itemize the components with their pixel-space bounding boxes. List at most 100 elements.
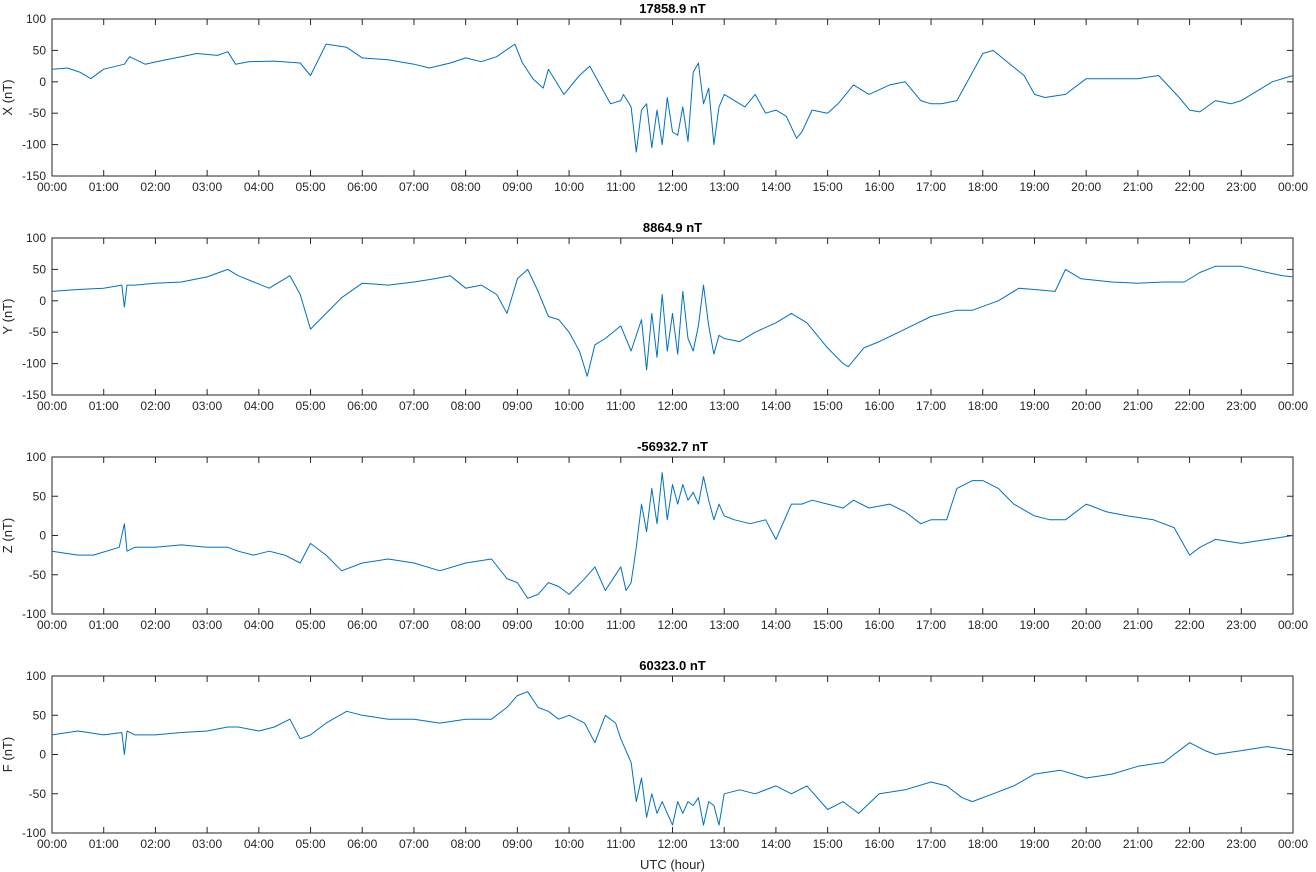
x-tick-label: 17:00: [916, 618, 946, 632]
x-tick-label: 04:00: [244, 180, 274, 194]
x-tick-label: 01:00: [89, 837, 119, 851]
x-tick-label: 22:00: [1175, 180, 1205, 194]
x-tick-label: 12:00: [657, 618, 687, 632]
x-tick-label: 08:00: [451, 618, 481, 632]
x-tick-label: 09:00: [502, 399, 532, 413]
x-tick-label: 15:00: [813, 618, 843, 632]
series-line-0: [51, 43, 1294, 153]
x-tick-label: 12:00: [657, 180, 687, 194]
y-tick-label: -50: [29, 325, 47, 339]
x-tick-label: 07:00: [399, 837, 429, 851]
x-tick-label: 22:00: [1175, 618, 1205, 632]
x-tick-label: 16:00: [864, 399, 894, 413]
series-line-0: [51, 265, 1294, 377]
y-tick-label: 50: [33, 708, 47, 722]
x-tick-label: 03:00: [192, 837, 222, 851]
y-axis-label: Z (nT): [0, 518, 15, 553]
x-tick-label: 18:00: [968, 399, 998, 413]
x-tick-label: 10:00: [554, 180, 584, 194]
x-tick-label: 20:00: [1071, 837, 1101, 851]
x-tick-label: 20:00: [1071, 618, 1101, 632]
x-tick-label: 18:00: [968, 837, 998, 851]
y-tick-label: -100: [22, 357, 46, 371]
x-tick-label: 06:00: [347, 618, 377, 632]
x-tick-label: 21:00: [1123, 618, 1153, 632]
x-tick-label: 06:00: [347, 180, 377, 194]
x-tick-label: 11:00: [606, 399, 635, 413]
x-tick-label: 09:00: [502, 837, 532, 851]
x-tick-label: 03:00: [192, 618, 222, 632]
series-line-0: [51, 472, 1294, 599]
x-tick-label: 08:00: [451, 837, 481, 851]
chart-title: -56932.7 nT: [637, 439, 708, 454]
chart-title: 60323.0 nT: [639, 658, 706, 673]
x-tick-label: 02:00: [140, 180, 170, 194]
y-tick-label: 50: [33, 489, 47, 503]
y-tick-label: 0: [39, 294, 46, 308]
x-tick-label: 12:00: [657, 837, 687, 851]
x-tick-label: 04:00: [244, 618, 274, 632]
x-tick-label: 20:00: [1071, 180, 1101, 194]
x-tick-label: 04:00: [244, 399, 274, 413]
x-tick-label: 09:00: [502, 180, 532, 194]
x-tick-label: 00:00: [37, 399, 67, 413]
x-tick-label: 13:00: [709, 618, 739, 632]
x-tick-label: 19:00: [1019, 837, 1049, 851]
y-tick-label: -50: [29, 787, 47, 801]
y-tick-label: 100: [26, 231, 46, 245]
x-tick-label: 18:00: [968, 180, 998, 194]
y-axis-label: Y (nT): [0, 299, 15, 335]
x-tick-label: 07:00: [399, 618, 429, 632]
x-tick-label: 15:00: [813, 399, 843, 413]
x-tick-label: 07:00: [399, 399, 429, 413]
x-tick-label: 17:00: [916, 837, 946, 851]
x-axis-label: UTC (hour): [640, 857, 705, 872]
x-tick-label: 12:00: [657, 399, 687, 413]
x-tick-label: 05:00: [296, 618, 326, 632]
plot-area-frame: [51, 18, 1294, 177]
x-tick-label: 18:00: [968, 618, 998, 632]
y-tick-label: -100: [22, 138, 46, 152]
y-tick-label: 100: [26, 669, 46, 683]
x-tick-label: 00:00: [37, 618, 67, 632]
y-tick-label: 0: [39, 748, 46, 762]
x-tick-label: 10:00: [554, 399, 584, 413]
x-tick-label: 13:00: [709, 837, 739, 851]
x-tick-label: 14:00: [761, 618, 791, 632]
x-tick-label: 08:00: [451, 399, 481, 413]
y-tick-label: 0: [39, 75, 46, 89]
y-tick-label: 100: [26, 450, 46, 464]
x-tick-label: 00:00: [37, 180, 67, 194]
chart-title: 17858.9 nT: [639, 1, 706, 16]
x-tick-label: 01:00: [89, 618, 119, 632]
x-tick-label: 00:00: [1278, 618, 1308, 632]
y-tick-label: 50: [33, 262, 47, 276]
y-tick-label: -150: [22, 388, 46, 402]
x-tick-label: 14:00: [761, 399, 791, 413]
x-tick-label: 22:00: [1175, 837, 1205, 851]
x-tick-label: 16:00: [864, 618, 894, 632]
x-tick-label: 19:00: [1019, 618, 1049, 632]
x-tick-label: 00:00: [1278, 399, 1308, 413]
x-tick-label: 02:00: [140, 399, 170, 413]
x-tick-label: 23:00: [1226, 618, 1256, 632]
y-tick-label: -50: [29, 106, 47, 120]
x-tick-label: 01:00: [89, 399, 119, 413]
x-tick-label: 21:00: [1123, 180, 1153, 194]
x-tick-label: 22:00: [1175, 399, 1205, 413]
x-tick-label: 05:00: [296, 837, 326, 851]
series-line-0: [51, 691, 1294, 826]
x-tick-label: 05:00: [296, 399, 326, 413]
x-tick-label: 16:00: [864, 180, 894, 194]
x-tick-label: 09:00: [502, 618, 532, 632]
y-tick-label: 0: [39, 529, 46, 543]
chart-title: 8864.9 nT: [643, 220, 702, 235]
x-tick-label: 20:00: [1071, 399, 1101, 413]
x-tick-label: 04:00: [244, 837, 274, 851]
x-tick-label: 00:00: [1278, 837, 1308, 851]
x-tick-label: 06:00: [347, 399, 377, 413]
x-tick-label: 02:00: [140, 837, 170, 851]
